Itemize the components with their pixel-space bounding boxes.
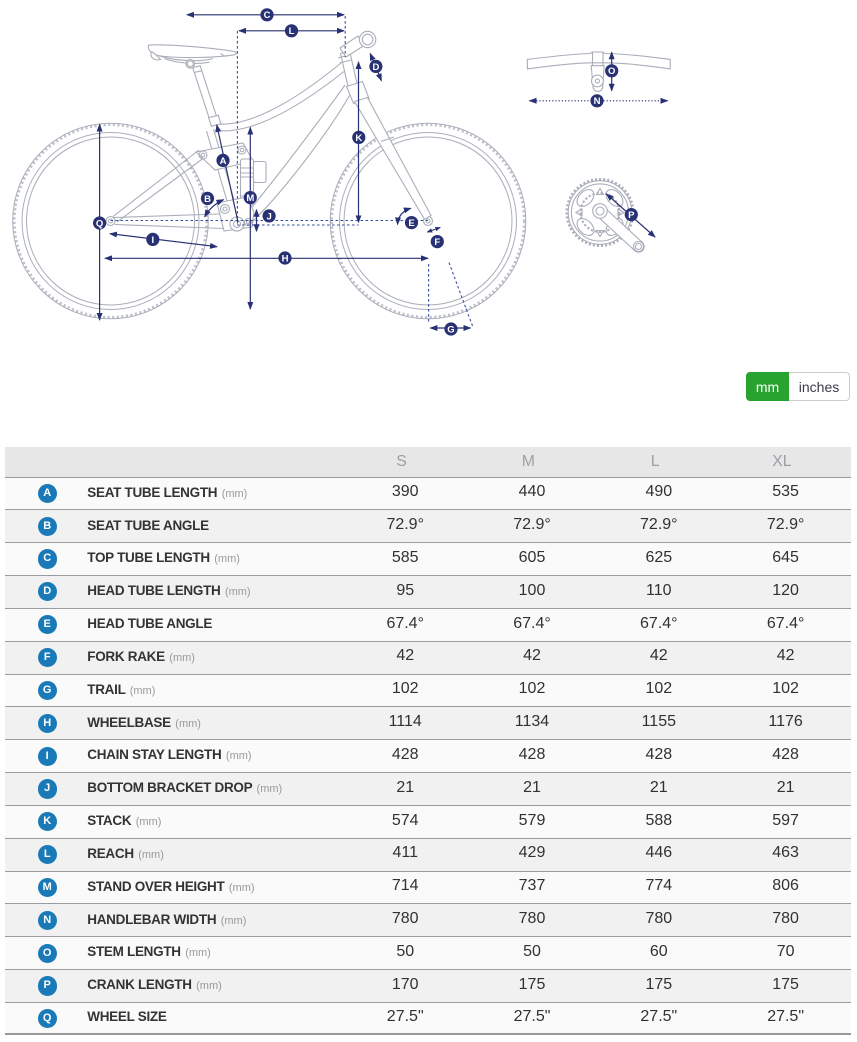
svg-text:M: M xyxy=(246,193,254,204)
svg-text:H: H xyxy=(282,253,289,264)
svg-text:C: C xyxy=(264,10,271,21)
svg-text:Q: Q xyxy=(96,218,103,229)
svg-text:J: J xyxy=(266,211,271,222)
svg-text:L: L xyxy=(289,26,295,37)
svg-text:K: K xyxy=(355,133,362,144)
svg-text:I: I xyxy=(151,235,154,246)
svg-text:O: O xyxy=(608,66,615,77)
svg-text:A: A xyxy=(220,156,227,167)
svg-text:N: N xyxy=(594,96,601,107)
svg-text:G: G xyxy=(447,324,454,335)
svg-text:D: D xyxy=(372,62,379,73)
svg-text:B: B xyxy=(204,194,211,205)
svg-text:E: E xyxy=(408,218,414,229)
svg-text:P: P xyxy=(628,210,635,221)
svg-text:F: F xyxy=(434,237,440,248)
